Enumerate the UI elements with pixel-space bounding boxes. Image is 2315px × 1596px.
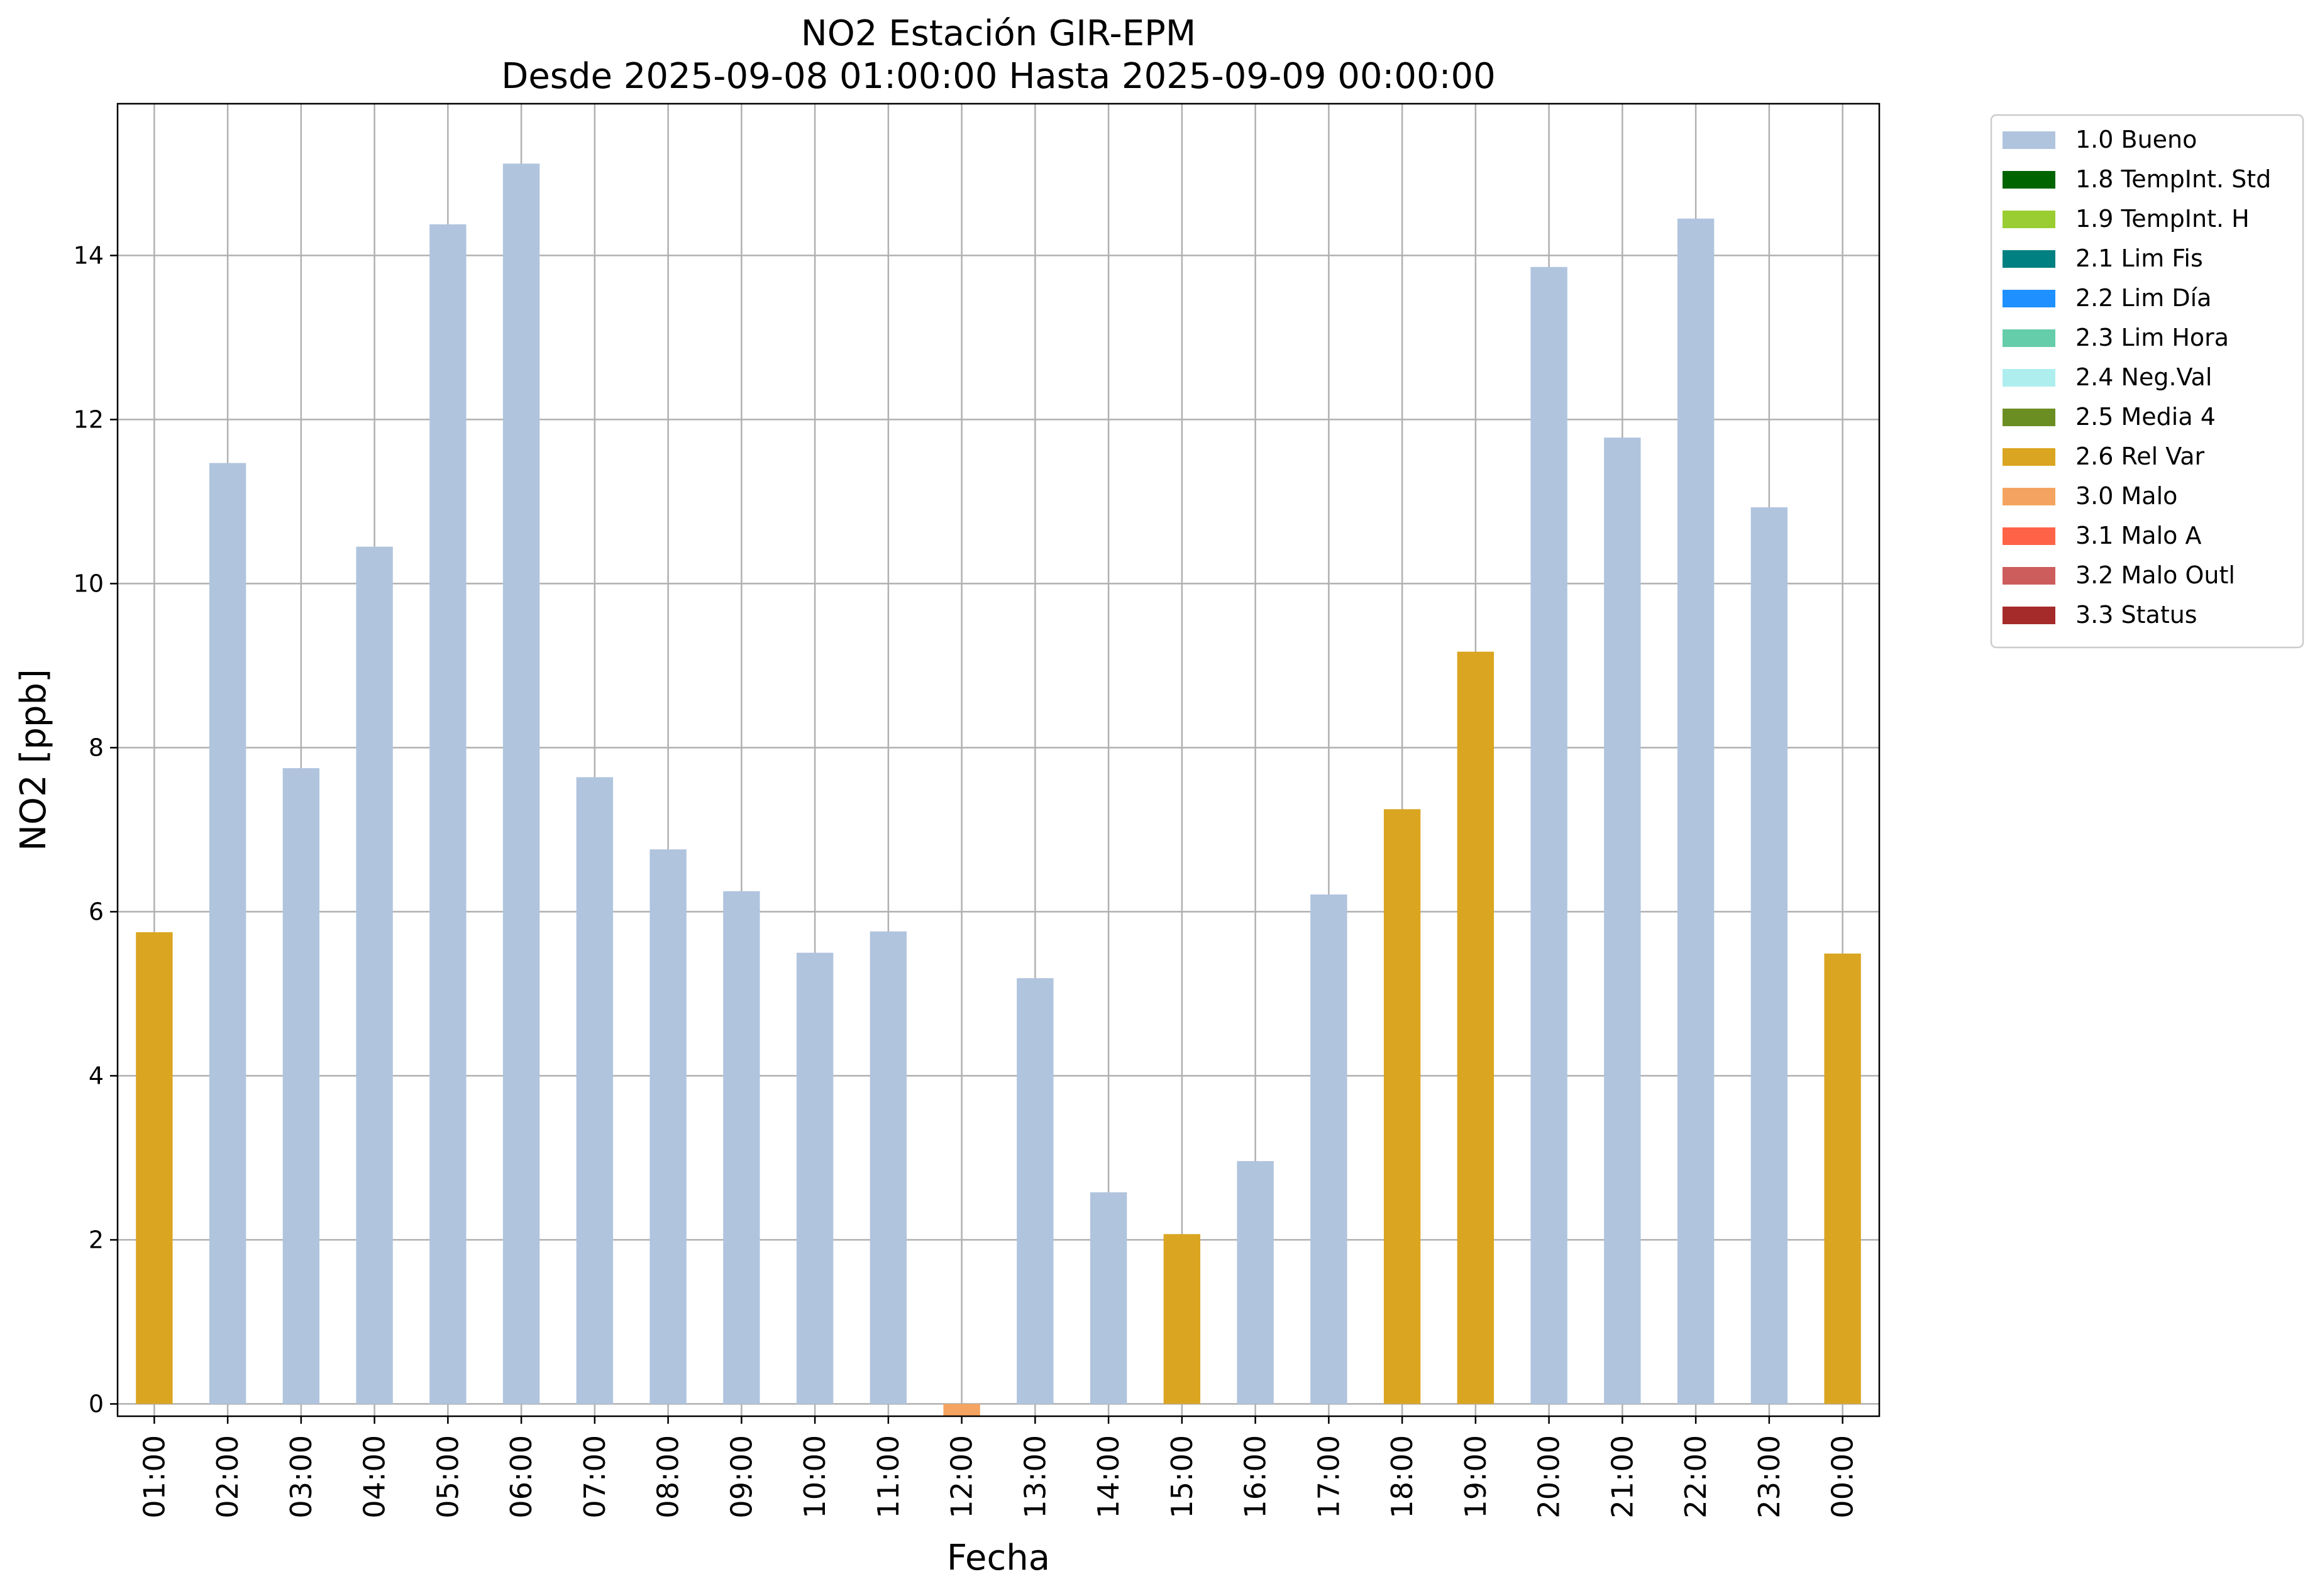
bar-19-00 xyxy=(1457,651,1495,1404)
x-tick-label-12: 13:00 xyxy=(1018,1435,1052,1519)
legend-label-2: 1.9 TempInt. H xyxy=(2075,205,2250,233)
legend-label-4: 2.2 Lim Día xyxy=(2075,284,2211,312)
y-tick-label-7: 14 xyxy=(74,241,104,269)
x-tick-label-23: 00:00 xyxy=(1826,1435,1860,1519)
chart-title: NO2 Estación GIR-EPM xyxy=(801,13,1196,54)
bar-17-00 xyxy=(1310,894,1347,1404)
bar-14-00 xyxy=(1090,1192,1127,1404)
x-tick-label-9: 10:00 xyxy=(798,1435,832,1519)
x-tick-label-14: 15:00 xyxy=(1165,1435,1199,1519)
bar-03-00 xyxy=(282,768,320,1404)
legend-label-5: 2.3 Lim Hora xyxy=(2075,324,2229,351)
chart-subtitle: Desde 2025-09-08 01:00:00 Hasta 2025-09-… xyxy=(501,56,1496,97)
x-tick-label-5: 06:00 xyxy=(504,1435,538,1519)
legend: 1.0 Bueno 1.8 TempInt. Std 1.9 TempInt. H 2… xyxy=(1990,114,2304,649)
legend-swatch-11 xyxy=(2003,567,2055,585)
x-tick-label-21: 22:00 xyxy=(1679,1435,1713,1519)
x-tick-label-0: 01:00 xyxy=(137,1435,171,1519)
bar-05-00 xyxy=(429,224,467,1404)
bar-06-00 xyxy=(502,163,540,1404)
y-tick-label-4: 8 xyxy=(89,734,104,761)
x-tick-label-15: 16:00 xyxy=(1239,1435,1273,1519)
x-tick-label-17: 18:00 xyxy=(1385,1435,1419,1519)
y-axis-label: NO2 [ppb] xyxy=(13,669,54,851)
bar-02-00 xyxy=(209,463,246,1404)
legend-label-3: 2.1 Lim Fis xyxy=(2075,245,2203,272)
bar-20-00 xyxy=(1530,267,1567,1404)
legend-swatch-12 xyxy=(2003,607,2055,624)
y-tick-label-5: 10 xyxy=(74,570,104,597)
legend-swatch-1 xyxy=(2003,171,2055,189)
legend-label-12: 3.3 Status xyxy=(2075,601,2197,629)
legend-swatch-8 xyxy=(2003,448,2055,466)
bar-15-00 xyxy=(1163,1234,1201,1404)
legend-swatch-5 xyxy=(2003,329,2055,347)
x-tick-label-3: 04:00 xyxy=(358,1435,392,1519)
bar-23-00 xyxy=(1750,507,1788,1404)
bar-12-00 xyxy=(943,1404,980,1416)
bar-13-00 xyxy=(1017,978,1054,1404)
plot-frame xyxy=(116,102,1881,1417)
x-tick-label-20: 21:00 xyxy=(1605,1435,1639,1519)
legend-swatch-3 xyxy=(2003,250,2055,268)
x-tick-label-11: 12:00 xyxy=(945,1435,979,1519)
legend-swatch-10 xyxy=(2003,527,2055,545)
bar-04-00 xyxy=(356,546,393,1404)
x-tick-label-19: 20:00 xyxy=(1532,1435,1566,1519)
bar-16-00 xyxy=(1237,1161,1274,1404)
legend-label-6: 2.4 Neg.Val xyxy=(2075,363,2212,391)
x-tick-label-8: 09:00 xyxy=(724,1435,758,1519)
legend-label-11: 3.2 Malo Outl xyxy=(2075,561,2235,589)
legend-label-0: 1.0 Bueno xyxy=(2075,126,2197,153)
bar-08-00 xyxy=(649,849,687,1404)
legend-swatch-9 xyxy=(2003,488,2055,505)
y-tick-label-2: 4 xyxy=(89,1062,104,1089)
x-tick-label-13: 14:00 xyxy=(1091,1435,1125,1519)
x-tick-label-4: 05:00 xyxy=(431,1435,465,1519)
bar-09-00 xyxy=(723,891,760,1404)
x-tick-label-6: 07:00 xyxy=(578,1435,612,1519)
x-tick-label-18: 19:00 xyxy=(1459,1435,1493,1519)
x-tick-label-1: 02:00 xyxy=(211,1435,245,1519)
bar-11-00 xyxy=(870,931,907,1404)
bar-07-00 xyxy=(576,777,614,1404)
bar-22-00 xyxy=(1677,218,1715,1404)
y-tick-label-3: 6 xyxy=(89,898,104,925)
x-tick-label-2: 03:00 xyxy=(284,1435,318,1519)
x-tick-label-16: 17:00 xyxy=(1312,1435,1345,1519)
axis-ticks: 0 2 4 6 8 10 12 14 01:00 02:00 03:00 04:00 05:00 06:0… xyxy=(74,241,1860,1518)
bar-18-00 xyxy=(1383,809,1421,1404)
legend-label-9: 3.0 Malo xyxy=(2075,482,2177,510)
bar-01-00 xyxy=(136,932,173,1404)
legend-swatch-0 xyxy=(2003,131,2055,149)
y-tick-label-1: 2 xyxy=(89,1226,104,1253)
legend-label-10: 3.1 Malo A xyxy=(2075,522,2201,549)
legend-swatch-2 xyxy=(2003,211,2055,228)
legend-label-7: 2.5 Media 4 xyxy=(2075,403,2216,431)
legend-swatch-6 xyxy=(2003,369,2055,387)
x-tick-label-7: 08:00 xyxy=(651,1435,685,1519)
legend-label-1: 1.8 TempInt. Std xyxy=(2075,165,2271,193)
x-axis-label: Fecha xyxy=(947,1538,1050,1578)
bar-10-00 xyxy=(796,952,834,1404)
y-tick-label-6: 12 xyxy=(74,405,104,433)
y-tick-label-0: 0 xyxy=(89,1390,104,1417)
legend-box xyxy=(1990,114,2304,649)
legend-swatch-4 xyxy=(2003,290,2055,307)
x-tick-label-22: 23:00 xyxy=(1752,1435,1786,1519)
x-tick-label-10: 11:00 xyxy=(871,1435,905,1519)
legend-swatch-7 xyxy=(2003,409,2055,426)
bar-00-00 xyxy=(1824,953,1861,1404)
legend-label-8: 2.6 Rel Var xyxy=(2075,443,2205,470)
bars xyxy=(136,163,1861,1416)
bar-21-00 xyxy=(1604,438,1641,1404)
